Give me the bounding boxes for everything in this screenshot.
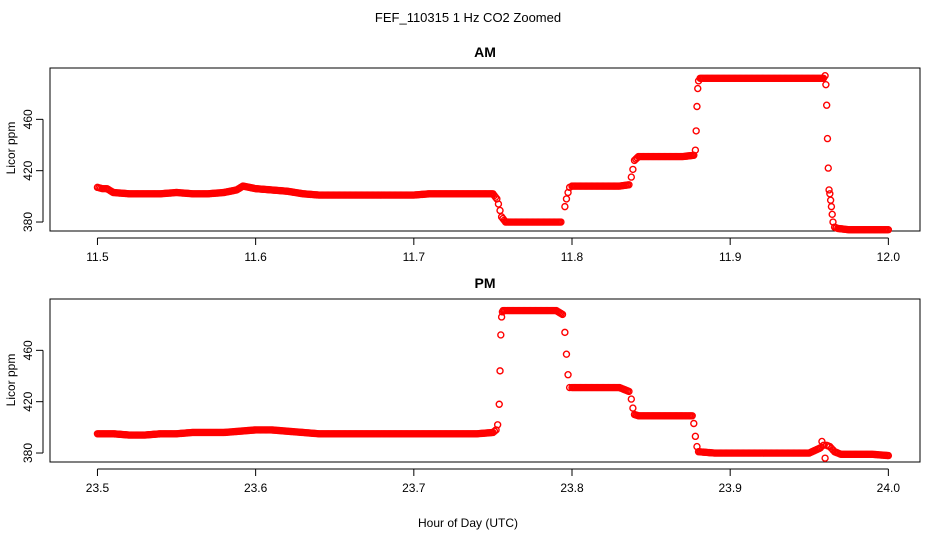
am-data-point [821, 72, 829, 80]
am-data-point [691, 146, 700, 154]
am-data-point [491, 193, 500, 201]
pm-x-tick-label: 23.9 [719, 481, 743, 495]
pm-x-tick-label: 23.5 [86, 481, 110, 495]
am-x-tick-label: 11.7 [403, 250, 426, 264]
am-data-point [823, 134, 832, 143]
am-data-point [826, 190, 834, 198]
am-data-point [627, 173, 636, 181]
pm-points [93, 306, 893, 462]
pm-data-point [495, 400, 503, 408]
am-plot-frame [49, 67, 921, 232]
am-data-point [824, 164, 832, 172]
pm-data-point [691, 432, 700, 441]
am-data-point [557, 218, 565, 226]
pm-data-point [688, 412, 696, 420]
pm-panel: PM Licor ppm 23.5 23.6 23.7 23.8 23.9 24.0 38… [4, 275, 921, 495]
pm-data-point [497, 313, 506, 321]
pm-data-point [884, 451, 893, 460]
am-data-point [561, 202, 569, 211]
pm-x-tick-label: 23.8 [560, 481, 584, 495]
am-x-tick-label: 12.0 [877, 250, 901, 264]
pm-panel-title: PM [475, 275, 496, 291]
pm-data-point [629, 404, 637, 412]
am-data-point [884, 226, 893, 234]
pm-data-point [821, 454, 829, 462]
pm-y-tick-label: 380 [21, 443, 35, 463]
pm-x-axis: 23.5 23.6 23.7 23.8 23.9 24.0 [86, 468, 901, 495]
am-y-tick-label: 380 [21, 212, 35, 232]
pm-data-point [818, 437, 826, 446]
am-data-point [827, 202, 836, 211]
am-data-point [629, 165, 637, 174]
pm-x-tick-label: 23.7 [402, 481, 426, 495]
am-data-point [822, 101, 831, 109]
am-data-point [494, 200, 503, 208]
figure-title: FEF_110315 1 Hz CO2 Zoomed [375, 10, 561, 25]
x-axis-label: Hour of Day (UTC) [418, 516, 518, 530]
am-data-point [692, 127, 700, 135]
pm-y-axis: 380 420 460 [21, 340, 44, 463]
am-data-point [693, 102, 701, 111]
pm-data-point [625, 387, 633, 396]
am-panel: AM Licor ppm 11.5 11.6 11.7 11.8 11.9 12.0 38… [4, 44, 921, 264]
pm-data-point [558, 310, 567, 319]
pm-y-tick-label: 420 [21, 391, 35, 411]
pm-data-point [690, 419, 698, 428]
am-x-axis: 11.5 11.6 11.7 11.8 11.9 12.0 [86, 237, 901, 264]
am-data-point [625, 181, 633, 189]
am-data-point [825, 186, 833, 194]
pm-data-point [562, 350, 571, 358]
am-x-tick-label: 11.5 [86, 250, 109, 264]
am-data-point [822, 80, 830, 89]
am-data-point [562, 195, 571, 203]
pm-data-point [564, 371, 572, 379]
am-x-tick-label: 11.9 [719, 250, 742, 264]
pm-y-axis-label: Licor ppm [4, 354, 18, 407]
pm-data-point [627, 395, 636, 403]
am-data-point [828, 210, 836, 219]
pm-plot-frame [49, 298, 921, 463]
pm-data-point [493, 421, 502, 429]
am-data-point [694, 84, 702, 93]
am-data-point [496, 206, 504, 215]
pm-y-tick-label: 460 [21, 340, 35, 360]
pm-x-tick-label: 24.0 [877, 481, 901, 495]
pm-data-point [496, 367, 504, 375]
am-data-point [826, 196, 835, 204]
am-y-tick-label: 460 [21, 109, 35, 129]
am-y-axis: 380 420 460 [21, 109, 44, 232]
pm-x-tick-label: 23.6 [244, 481, 268, 495]
am-panel-title: AM [474, 44, 496, 60]
pm-data-point [497, 331, 505, 339]
am-y-tick-label: 420 [21, 160, 35, 180]
pm-data-point [561, 328, 569, 337]
am-x-tick-label: 11.8 [561, 250, 584, 264]
am-x-tick-label: 11.6 [244, 250, 267, 264]
pm-data-point [490, 427, 499, 435]
am-points [93, 72, 893, 234]
am-y-axis-label: Licor ppm [4, 122, 18, 175]
